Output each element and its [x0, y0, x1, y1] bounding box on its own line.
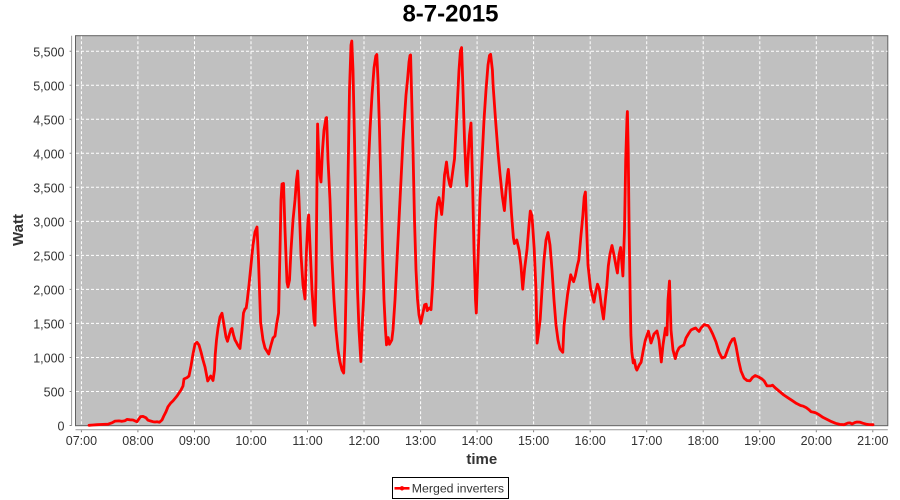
svg-text:3,500: 3,500	[33, 182, 64, 196]
svg-text:0: 0	[58, 420, 65, 434]
svg-text:21:00: 21:00	[857, 434, 888, 448]
svg-text:18:00: 18:00	[688, 434, 719, 448]
svg-text:08:00: 08:00	[122, 434, 153, 448]
svg-text:8-7-2015: 8-7-2015	[402, 1, 498, 28]
svg-text:500: 500	[44, 386, 65, 400]
svg-text:4,000: 4,000	[33, 148, 64, 162]
svg-text:time: time	[466, 451, 497, 468]
svg-text:12:00: 12:00	[348, 434, 379, 448]
svg-text:1,000: 1,000	[33, 352, 64, 366]
svg-text:20:00: 20:00	[801, 434, 832, 448]
svg-text:5,500: 5,500	[33, 46, 64, 60]
svg-text:2,000: 2,000	[33, 284, 64, 298]
svg-text:15:00: 15:00	[518, 434, 549, 448]
svg-text:2,500: 2,500	[33, 250, 64, 264]
svg-text:11:00: 11:00	[292, 434, 322, 448]
svg-text:16:00: 16:00	[575, 434, 606, 448]
svg-text:19:00: 19:00	[744, 434, 775, 448]
svg-text:17:00: 17:00	[631, 434, 662, 448]
svg-text:14:00: 14:00	[461, 434, 492, 448]
svg-text:13:00: 13:00	[405, 434, 436, 448]
svg-text:1,500: 1,500	[33, 318, 64, 332]
svg-text:Merged inverters: Merged inverters	[412, 482, 504, 496]
svg-text:07:00: 07:00	[66, 434, 97, 448]
svg-text:3,000: 3,000	[33, 216, 64, 230]
svg-text:09:00: 09:00	[179, 434, 210, 448]
svg-text:10:00: 10:00	[235, 434, 266, 448]
svg-text:5,000: 5,000	[33, 80, 64, 94]
svg-text:4,500: 4,500	[33, 114, 64, 128]
svg-text:Watt: Watt	[10, 214, 27, 246]
